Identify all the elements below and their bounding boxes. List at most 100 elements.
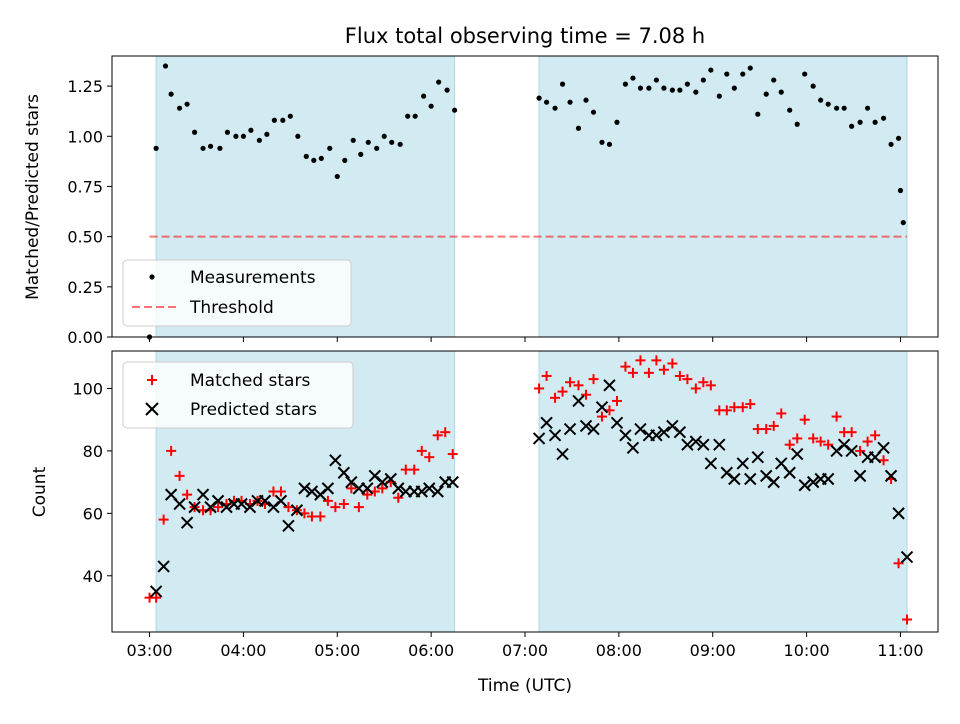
measurement-point [543, 99, 550, 105]
matched-point [409, 464, 420, 475]
predicted-point [446, 475, 459, 489]
bottom-panel-frame [111, 350, 939, 633]
predicted-point [751, 450, 764, 464]
predicted-point [392, 482, 405, 495]
measurement-point [700, 77, 706, 83]
measurement-point [303, 153, 309, 159]
x-axis-label: Time (UTC) [477, 676, 572, 696]
matched-point [353, 502, 364, 513]
top-panel: 0.00 0.25 0.50 0.75 1.00 1.25 Matched/Predict… [23, 55, 939, 347]
predicted-point [431, 485, 444, 498]
predicted-point [572, 394, 585, 408]
predicted-point [220, 500, 233, 514]
measurement-point [693, 89, 699, 95]
measurement-point [622, 81, 629, 87]
predicted-point [704, 457, 718, 470]
matched-point [581, 389, 592, 400]
legend-measurements-label: Measurements [190, 268, 316, 288]
bottom-panel: 03:00 04:00 05:00 06:00 07:00 08:00 09:00 10:00… [30, 350, 939, 696]
measurement-point [599, 139, 605, 145]
matched-point [346, 483, 357, 494]
measurement-point [880, 115, 887, 121]
measurement-point [233, 133, 239, 139]
matched-point [651, 355, 662, 366]
matched-point [182, 489, 193, 500]
matched-point [870, 430, 881, 441]
measurement-point [755, 111, 761, 117]
shaded-interval [538, 55, 908, 338]
matched-point [792, 433, 803, 444]
y-tick-label: 40 [83, 567, 103, 586]
matched-point [416, 445, 427, 456]
matched-point [643, 367, 654, 378]
legend-threshold-label: Threshold [189, 298, 274, 318]
measurement-point [810, 83, 816, 89]
measurement-point [872, 119, 878, 125]
predicted-point [337, 466, 351, 479]
matched-point [550, 392, 561, 403]
predicted-point [845, 444, 858, 458]
measurement-point [287, 113, 293, 119]
x-tick-label: 07:00 [502, 641, 548, 660]
predicted-point [415, 485, 428, 498]
matched-point [627, 367, 638, 378]
y-tick-label: 100 [72, 379, 103, 398]
shaded-interval [538, 350, 908, 633]
predicted-point [587, 422, 600, 436]
predicted-point [681, 438, 694, 451]
matched-point [705, 380, 716, 391]
legend-matched-label: Matched stars [190, 371, 310, 391]
measurement-point [897, 187, 904, 194]
predicted-point [579, 419, 593, 433]
measurement-point [200, 145, 206, 151]
predicted-point [548, 429, 562, 442]
measurement-point [740, 71, 746, 77]
predicted-point [563, 422, 577, 436]
predicted-point [603, 379, 616, 392]
matched-point [658, 364, 669, 375]
measurement-point [849, 123, 855, 129]
predicted-point [657, 425, 671, 439]
predicted-point [650, 429, 663, 442]
measurement-point [794, 121, 800, 127]
measurement-point [248, 127, 254, 133]
measurement-point [374, 145, 380, 151]
matched-point [761, 424, 772, 435]
measurement-point [590, 109, 597, 115]
y-tick-label: 0.75 [67, 177, 103, 196]
measurement-point [311, 157, 317, 163]
matched-point [721, 405, 732, 416]
bottom-legend: Matched stars Predicted stars [122, 361, 354, 429]
measurement-point [412, 113, 418, 119]
measurement-point [606, 141, 613, 147]
matched-point [377, 483, 388, 494]
measurement-point [318, 155, 324, 161]
measurement-point [389, 139, 395, 145]
measurement-point [224, 129, 231, 135]
predicted-point [298, 482, 311, 495]
predicted-point [626, 441, 640, 454]
measurement-point [802, 71, 808, 77]
matched-point [776, 408, 787, 419]
bottom-y-axis-label: Count [30, 466, 50, 517]
measurement-point [763, 91, 769, 97]
predicted-point [767, 475, 780, 489]
measurement-point [365, 139, 371, 145]
predicted-point [783, 466, 796, 479]
measurement-point [900, 219, 906, 226]
predicted-point [713, 438, 726, 451]
x-tick-label: 09:00 [690, 641, 736, 660]
measurement-point [575, 125, 582, 131]
predicted-point [821, 472, 835, 486]
matched-point [768, 420, 779, 431]
predicted-point [798, 479, 811, 492]
y-tick-label: 0.25 [67, 278, 103, 297]
y-tick-label: 0.00 [67, 328, 103, 347]
predicted-point [884, 469, 898, 483]
measurement-point [684, 81, 690, 87]
top-y-axis-label: Matched/Predicted stars [23, 94, 43, 300]
matched-point [737, 402, 748, 413]
matched-point [275, 486, 286, 497]
measurement-point [583, 97, 589, 103]
predicted-point [892, 507, 905, 520]
